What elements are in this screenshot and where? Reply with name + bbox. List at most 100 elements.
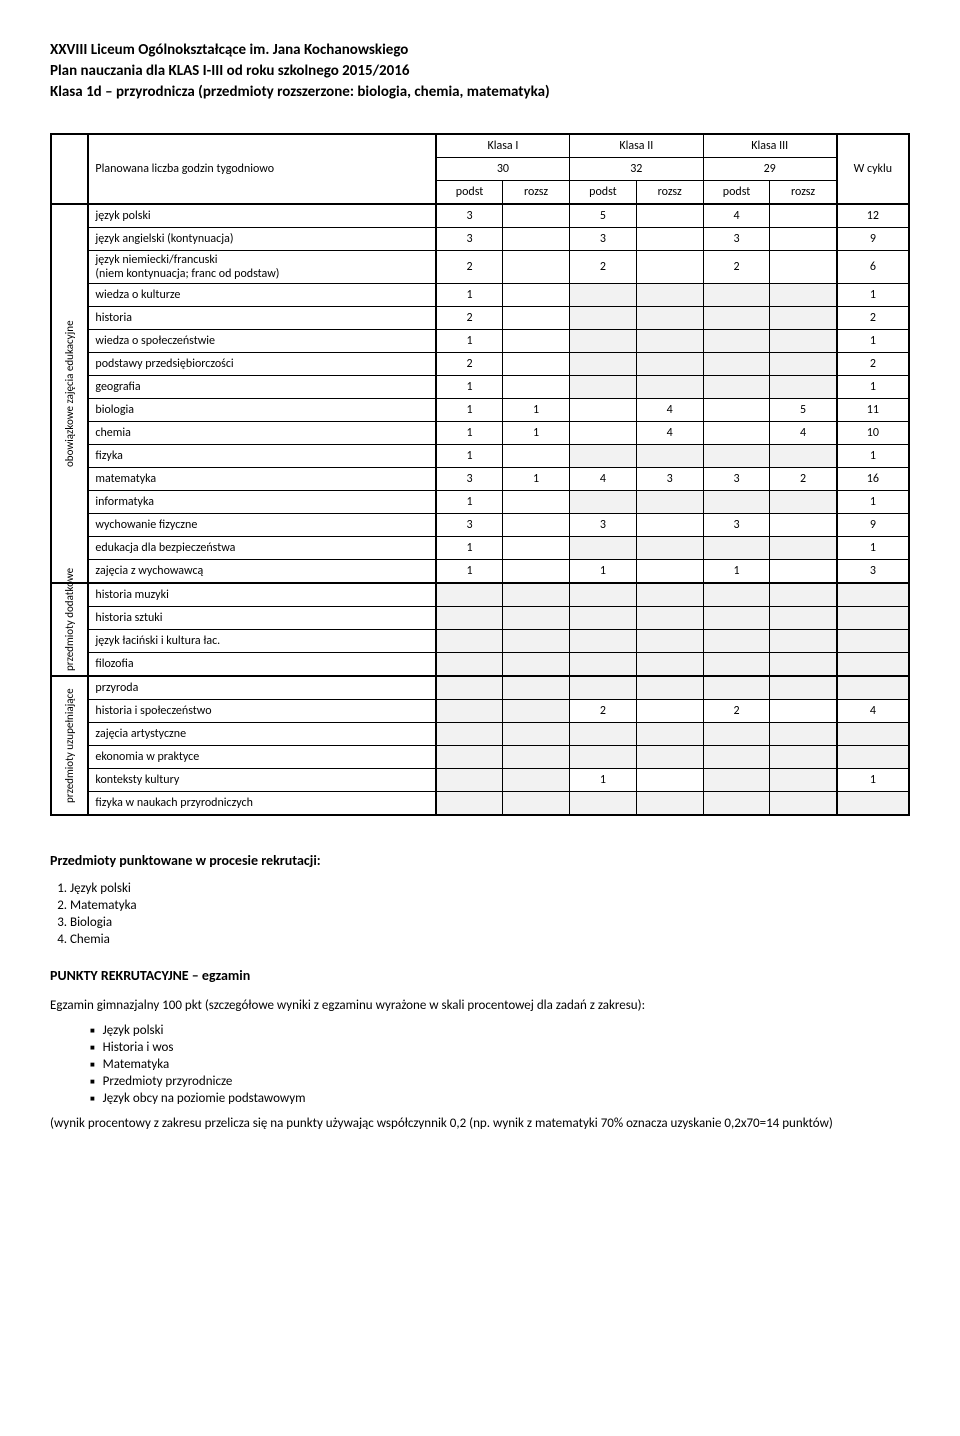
table-cell: 3 — [703, 468, 770, 491]
table-cell — [503, 560, 570, 584]
table-cell — [570, 583, 637, 607]
list-item: Język polski — [90, 1023, 910, 1038]
table-cell — [770, 676, 837, 700]
egzamin-title: PUNKTY REKRUTACYJNE – egzamin — [50, 967, 910, 984]
table-cell: 3 — [436, 468, 503, 491]
table-cell — [503, 583, 570, 607]
table-cell — [703, 307, 770, 330]
table-cell — [436, 676, 503, 700]
table-cell: 16 — [837, 468, 909, 491]
table-cell — [570, 330, 637, 353]
table-cell — [837, 630, 909, 653]
table-cell: 4 — [837, 700, 909, 723]
table-cell — [436, 653, 503, 677]
table-cell — [703, 491, 770, 514]
table-cell — [570, 491, 637, 514]
list-item: Chemia — [70, 932, 910, 947]
table-cell: 2 — [436, 251, 503, 284]
table-cell — [770, 630, 837, 653]
table-cell — [503, 491, 570, 514]
row-label: historia — [88, 307, 435, 330]
total-k1: 30 — [436, 158, 570, 181]
table-cell — [703, 676, 770, 700]
table-cell — [570, 353, 637, 376]
table-cell — [837, 583, 909, 607]
table-cell: 4 — [570, 468, 637, 491]
table-cell: 1 — [703, 560, 770, 584]
table-cell: 3 — [703, 514, 770, 537]
group-label: obowiązkowe zajęcia edukacyjne — [51, 204, 88, 583]
table-cell — [503, 792, 570, 816]
table-cell — [503, 353, 570, 376]
group-label: przedmioty uzupełniające — [51, 676, 88, 815]
table-cell — [636, 792, 703, 816]
table-cell — [703, 607, 770, 630]
row-label: fizyka — [88, 445, 435, 468]
table-cell — [436, 723, 503, 746]
table-cell: 1 — [436, 537, 503, 560]
hdr-rozsz-2: rozsz — [636, 181, 703, 205]
table-cell — [636, 537, 703, 560]
table-cell: 1 — [436, 284, 503, 307]
table-cell — [436, 700, 503, 723]
table-cell — [770, 251, 837, 284]
table-cell — [570, 307, 637, 330]
table-cell — [570, 422, 637, 445]
table-cell: 2 — [703, 700, 770, 723]
table-cell — [703, 284, 770, 307]
table-cell — [436, 792, 503, 816]
table-cell — [770, 607, 837, 630]
table-cell: 3 — [436, 228, 503, 251]
table-cell: 3 — [703, 228, 770, 251]
table-cell: 1 — [837, 537, 909, 560]
table-cell — [503, 330, 570, 353]
table-cell: 3 — [636, 468, 703, 491]
table-cell: 2 — [770, 468, 837, 491]
table-cell — [570, 376, 637, 399]
table-cell: 2 — [570, 251, 637, 284]
table-cell: 1 — [436, 376, 503, 399]
punktowane-title: Przedmioty punktowane w procesie rekruta… — [50, 852, 910, 869]
egzamin-footer: (wynik procentowy z zakresu przelicza si… — [50, 1116, 910, 1131]
table-cell: 4 — [636, 399, 703, 422]
table-cell — [636, 746, 703, 769]
table-cell — [436, 607, 503, 630]
table-cell — [503, 228, 570, 251]
header-line-1: XXVIII Liceum Ogólnokształcące im. Jana … — [50, 40, 910, 61]
table-cell — [770, 376, 837, 399]
table-cell — [837, 723, 909, 746]
hdr-rozsz-3: rozsz — [770, 181, 837, 205]
table-cell: 9 — [837, 514, 909, 537]
table-cell: 6 — [837, 251, 909, 284]
list-item: Biologia — [70, 915, 910, 930]
table-cell — [770, 353, 837, 376]
group-label: przedmioty dodatkowe — [51, 583, 88, 676]
table-cell — [770, 700, 837, 723]
table-cell: 1 — [503, 468, 570, 491]
table-cell — [503, 376, 570, 399]
table-cell — [636, 330, 703, 353]
table-cell: 5 — [570, 204, 637, 228]
hdr-podst-2: podst — [570, 181, 637, 205]
table-cell — [503, 723, 570, 746]
table-cell: 2 — [570, 700, 637, 723]
table-cell — [770, 445, 837, 468]
table-cell — [837, 792, 909, 816]
row-label: ekonomia w praktyce — [88, 746, 435, 769]
punktowane-list: Język polskiMatematykaBiologiaChemia — [70, 881, 910, 947]
table-cell — [636, 583, 703, 607]
table-cell — [636, 376, 703, 399]
table-cell: 3 — [436, 204, 503, 228]
table-cell — [703, 376, 770, 399]
table-cell — [636, 769, 703, 792]
table-cell: 1 — [570, 769, 637, 792]
row-label: zajęcia artystyczne — [88, 723, 435, 746]
row-label: edukacja dla bezpieczeństwa — [88, 537, 435, 560]
table-cell: 1 — [837, 445, 909, 468]
table-cell — [770, 653, 837, 677]
curriculum-table: Planowana liczba godzin tygodniowo Klasa… — [50, 133, 910, 816]
row-label: przyroda — [88, 676, 435, 700]
table-cell — [770, 537, 837, 560]
row-label: matematyka — [88, 468, 435, 491]
table-cell: 4 — [703, 204, 770, 228]
